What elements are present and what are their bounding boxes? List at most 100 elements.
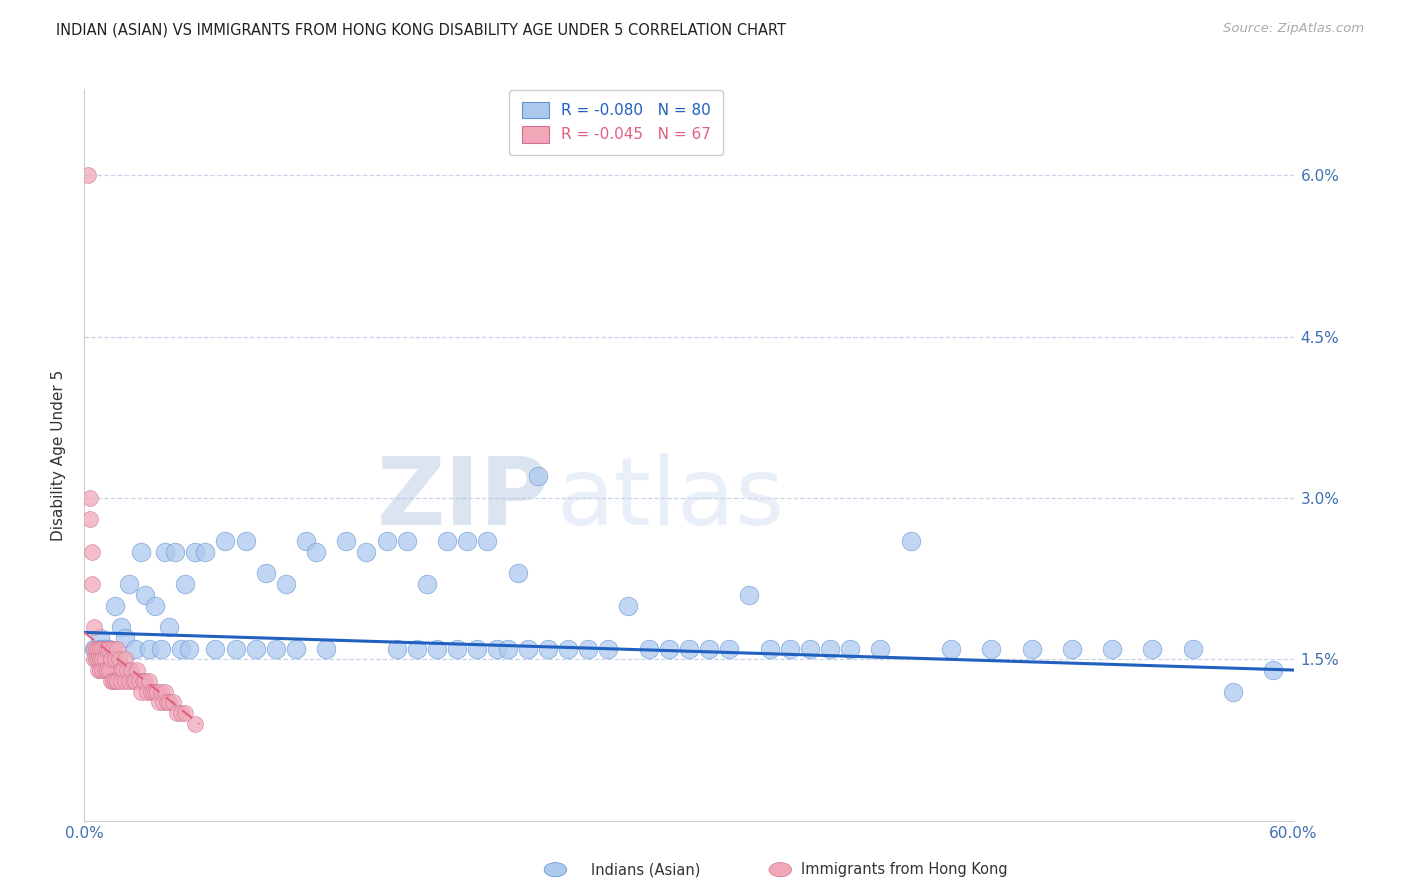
Point (527, 469, 550, 483)
Point (152, 695, 174, 709)
Point (939, 641, 962, 656)
Point (101, 673, 124, 688)
Point (105, 673, 128, 688)
Point (165, 545, 187, 559)
Text: Immigrants from Hong Kong: Immigrants from Hong Kong (801, 863, 1008, 877)
Text: atlas: atlas (555, 453, 785, 545)
Point (91, 663, 114, 677)
Point (83, 620, 105, 634)
Point (157, 620, 180, 634)
Point (214, 533, 236, 548)
Point (416, 577, 439, 591)
Point (1263, 663, 1285, 677)
Point (980, 641, 1002, 656)
Point (89, 663, 111, 677)
Point (89, 641, 111, 656)
Point (120, 663, 142, 677)
Point (79, 512, 101, 526)
Point (142, 684, 165, 698)
Point (637, 641, 659, 656)
Point (96, 663, 118, 677)
Point (87, 663, 110, 677)
Point (426, 641, 449, 656)
Point (93, 663, 115, 677)
Point (1222, 684, 1244, 698)
Point (100, 673, 122, 688)
Point (110, 663, 132, 677)
Point (1101, 641, 1123, 656)
Point (97, 641, 120, 656)
Point (678, 641, 700, 656)
Point (779, 641, 801, 656)
Point (153, 545, 176, 559)
Point (576, 641, 599, 656)
Point (839, 641, 862, 656)
Point (114, 631, 136, 645)
Y-axis label: Disability Age Under 5: Disability Age Under 5 (51, 369, 66, 541)
Point (516, 641, 538, 656)
Point (125, 663, 148, 677)
Point (93, 652, 115, 666)
Point (114, 652, 136, 666)
Point (335, 533, 357, 548)
Point (105, 641, 128, 656)
Point (148, 695, 170, 709)
Point (104, 599, 127, 613)
Point (436, 533, 458, 548)
Point (758, 641, 780, 656)
Legend: R = -0.080   N = 80, R = -0.045   N = 67: R = -0.080 N = 80, R = -0.045 N = 67 (509, 89, 724, 155)
Point (305, 545, 328, 559)
Text: Source: ZipAtlas.com: Source: ZipAtlas.com (1223, 22, 1364, 36)
Point (143, 684, 166, 698)
Point (162, 695, 184, 709)
Point (83, 652, 105, 666)
Point (1142, 641, 1164, 656)
Point (96, 641, 118, 656)
Point (104, 652, 127, 666)
Point (110, 620, 132, 634)
Point (104, 673, 127, 688)
Point (124, 641, 146, 656)
Point (204, 641, 226, 656)
Point (149, 684, 172, 698)
Point (598, 641, 620, 656)
Point (166, 706, 188, 720)
Point (617, 599, 640, 613)
Point (315, 641, 337, 656)
Point (82, 577, 104, 591)
Point (97, 641, 120, 656)
Point (97, 663, 120, 677)
Point (138, 641, 160, 656)
Point (93, 641, 115, 656)
Point (129, 684, 152, 698)
Point (406, 641, 429, 656)
Point (124, 673, 146, 688)
Point (486, 641, 509, 656)
Point (101, 641, 124, 656)
Point (254, 566, 277, 581)
Point (83, 641, 105, 656)
Point (91, 652, 114, 666)
Point (139, 684, 162, 698)
Point (110, 673, 132, 688)
Text: Indians (Asian): Indians (Asian) (591, 863, 700, 877)
Point (738, 588, 761, 602)
Point (118, 577, 141, 591)
Point (121, 673, 143, 688)
Point (1060, 641, 1083, 656)
Point (129, 545, 152, 559)
Point (138, 673, 160, 688)
Point (235, 533, 257, 548)
Point (174, 577, 197, 591)
Point (115, 663, 138, 677)
Point (194, 545, 217, 559)
Point (89, 631, 111, 645)
Point (111, 663, 134, 677)
Point (697, 641, 720, 656)
Point (86, 652, 108, 666)
Point (87, 652, 110, 666)
Point (157, 695, 180, 709)
Point (83, 641, 105, 656)
Point (818, 641, 841, 656)
Point (295, 533, 318, 548)
